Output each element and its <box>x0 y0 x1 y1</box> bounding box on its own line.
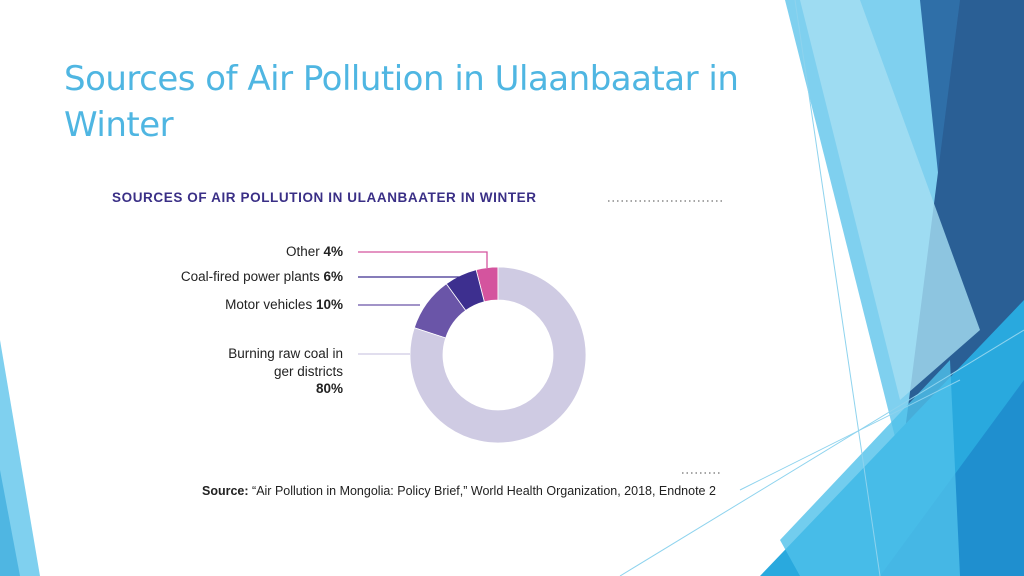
slide-title: Sources of Air Pollution in Ulaanbaatar … <box>64 59 739 145</box>
leader-line <box>358 251 488 268</box>
value-label: 4% <box>323 244 343 259</box>
category-name: Burning raw coal in ger districts <box>228 346 343 379</box>
source-text: “Air Pollution in Mongolia: Policy Brief… <box>252 484 716 498</box>
slice-label: Coal-fired power plants 6% <box>181 268 343 286</box>
value-label: 10% <box>315 297 343 312</box>
chart-title: SOURCES OF AIR POLLUTION IN ULAANBAATER … <box>112 190 537 205</box>
slice-label: Motor vehicles 10% <box>225 296 343 314</box>
category-name: Motor vehicles <box>225 297 313 312</box>
category-name: Coal-fired power plants <box>180 269 320 284</box>
donut-chart <box>358 251 587 444</box>
slice-label: Other 4% <box>286 243 343 261</box>
value-label: 6% <box>323 269 343 284</box>
category-name: Other <box>285 244 320 259</box>
source: Source: “Air Pollution in Mongolia: Poli… <box>202 484 716 498</box>
slice-label: Burning raw coal in ger districts 80% <box>218 345 343 398</box>
value-label: 80% <box>315 381 343 396</box>
donut-slice <box>409 266 587 444</box>
source-label: Source: <box>202 484 249 498</box>
